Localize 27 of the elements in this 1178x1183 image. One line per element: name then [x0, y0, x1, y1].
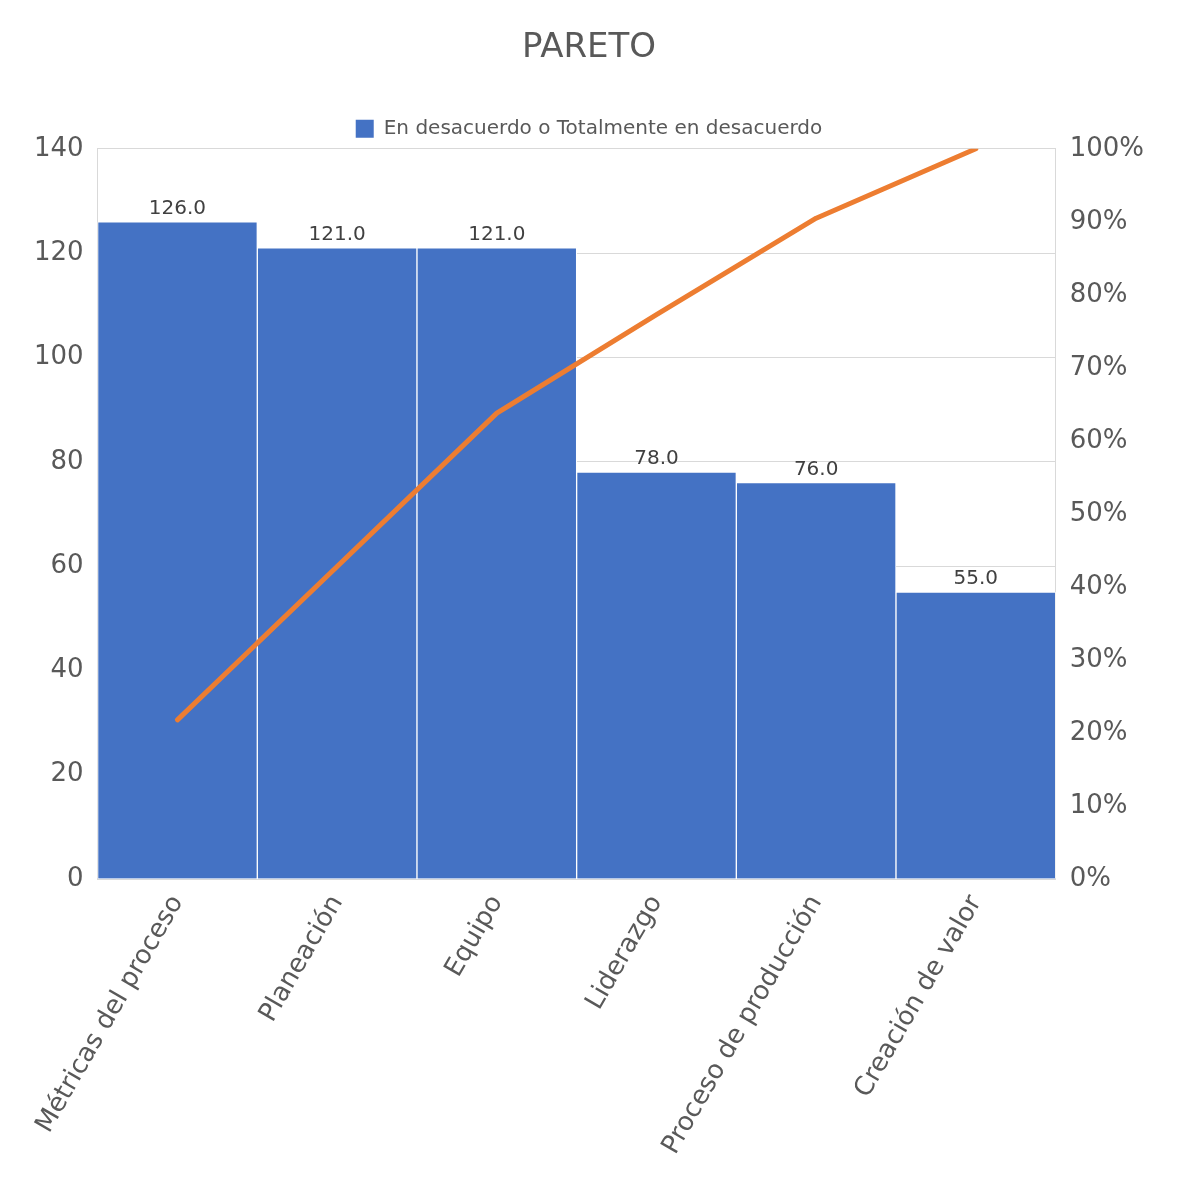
data-label: 76.0: [793, 455, 839, 480]
y2-tick-label: 20%: [1069, 715, 1128, 746]
data-label: 55.0: [953, 565, 999, 590]
y2-tick-label: 30%: [1069, 642, 1128, 673]
y-tick-label: 80: [50, 444, 84, 475]
y-tick-label: 140: [33, 131, 84, 162]
y2-tick-label: 50%: [1069, 496, 1128, 527]
y-tick-label: 120: [33, 235, 84, 266]
y2-tick-label: 80%: [1069, 277, 1128, 308]
y2-tick-label: 70%: [1069, 350, 1128, 381]
y-tick-label: 100: [33, 340, 84, 371]
y2-tick-label: 90%: [1069, 204, 1128, 235]
data-label: 78.0: [634, 445, 679, 470]
data-label: 121.0: [468, 221, 526, 246]
data-label: 121.0: [308, 221, 366, 246]
chart-title: PARETO: [521, 25, 657, 66]
y2-tick-label: 100%: [1069, 131, 1145, 162]
y-tick-label: 60: [50, 548, 84, 579]
y-tick-label: 40: [50, 653, 84, 684]
data-label: 126.0: [148, 195, 207, 220]
y2-tick-label: 10%: [1069, 788, 1128, 819]
legend-label: En desacuerdo o Totalmente en desacuerdo: [383, 115, 823, 139]
y2-tick-label: 60%: [1069, 423, 1128, 454]
y2-tick-label: 0%: [1069, 861, 1111, 892]
y-tick-label: 20: [50, 757, 84, 788]
y-tick-label: 0: [67, 861, 84, 892]
y2-tick-label: 40%: [1069, 569, 1128, 600]
